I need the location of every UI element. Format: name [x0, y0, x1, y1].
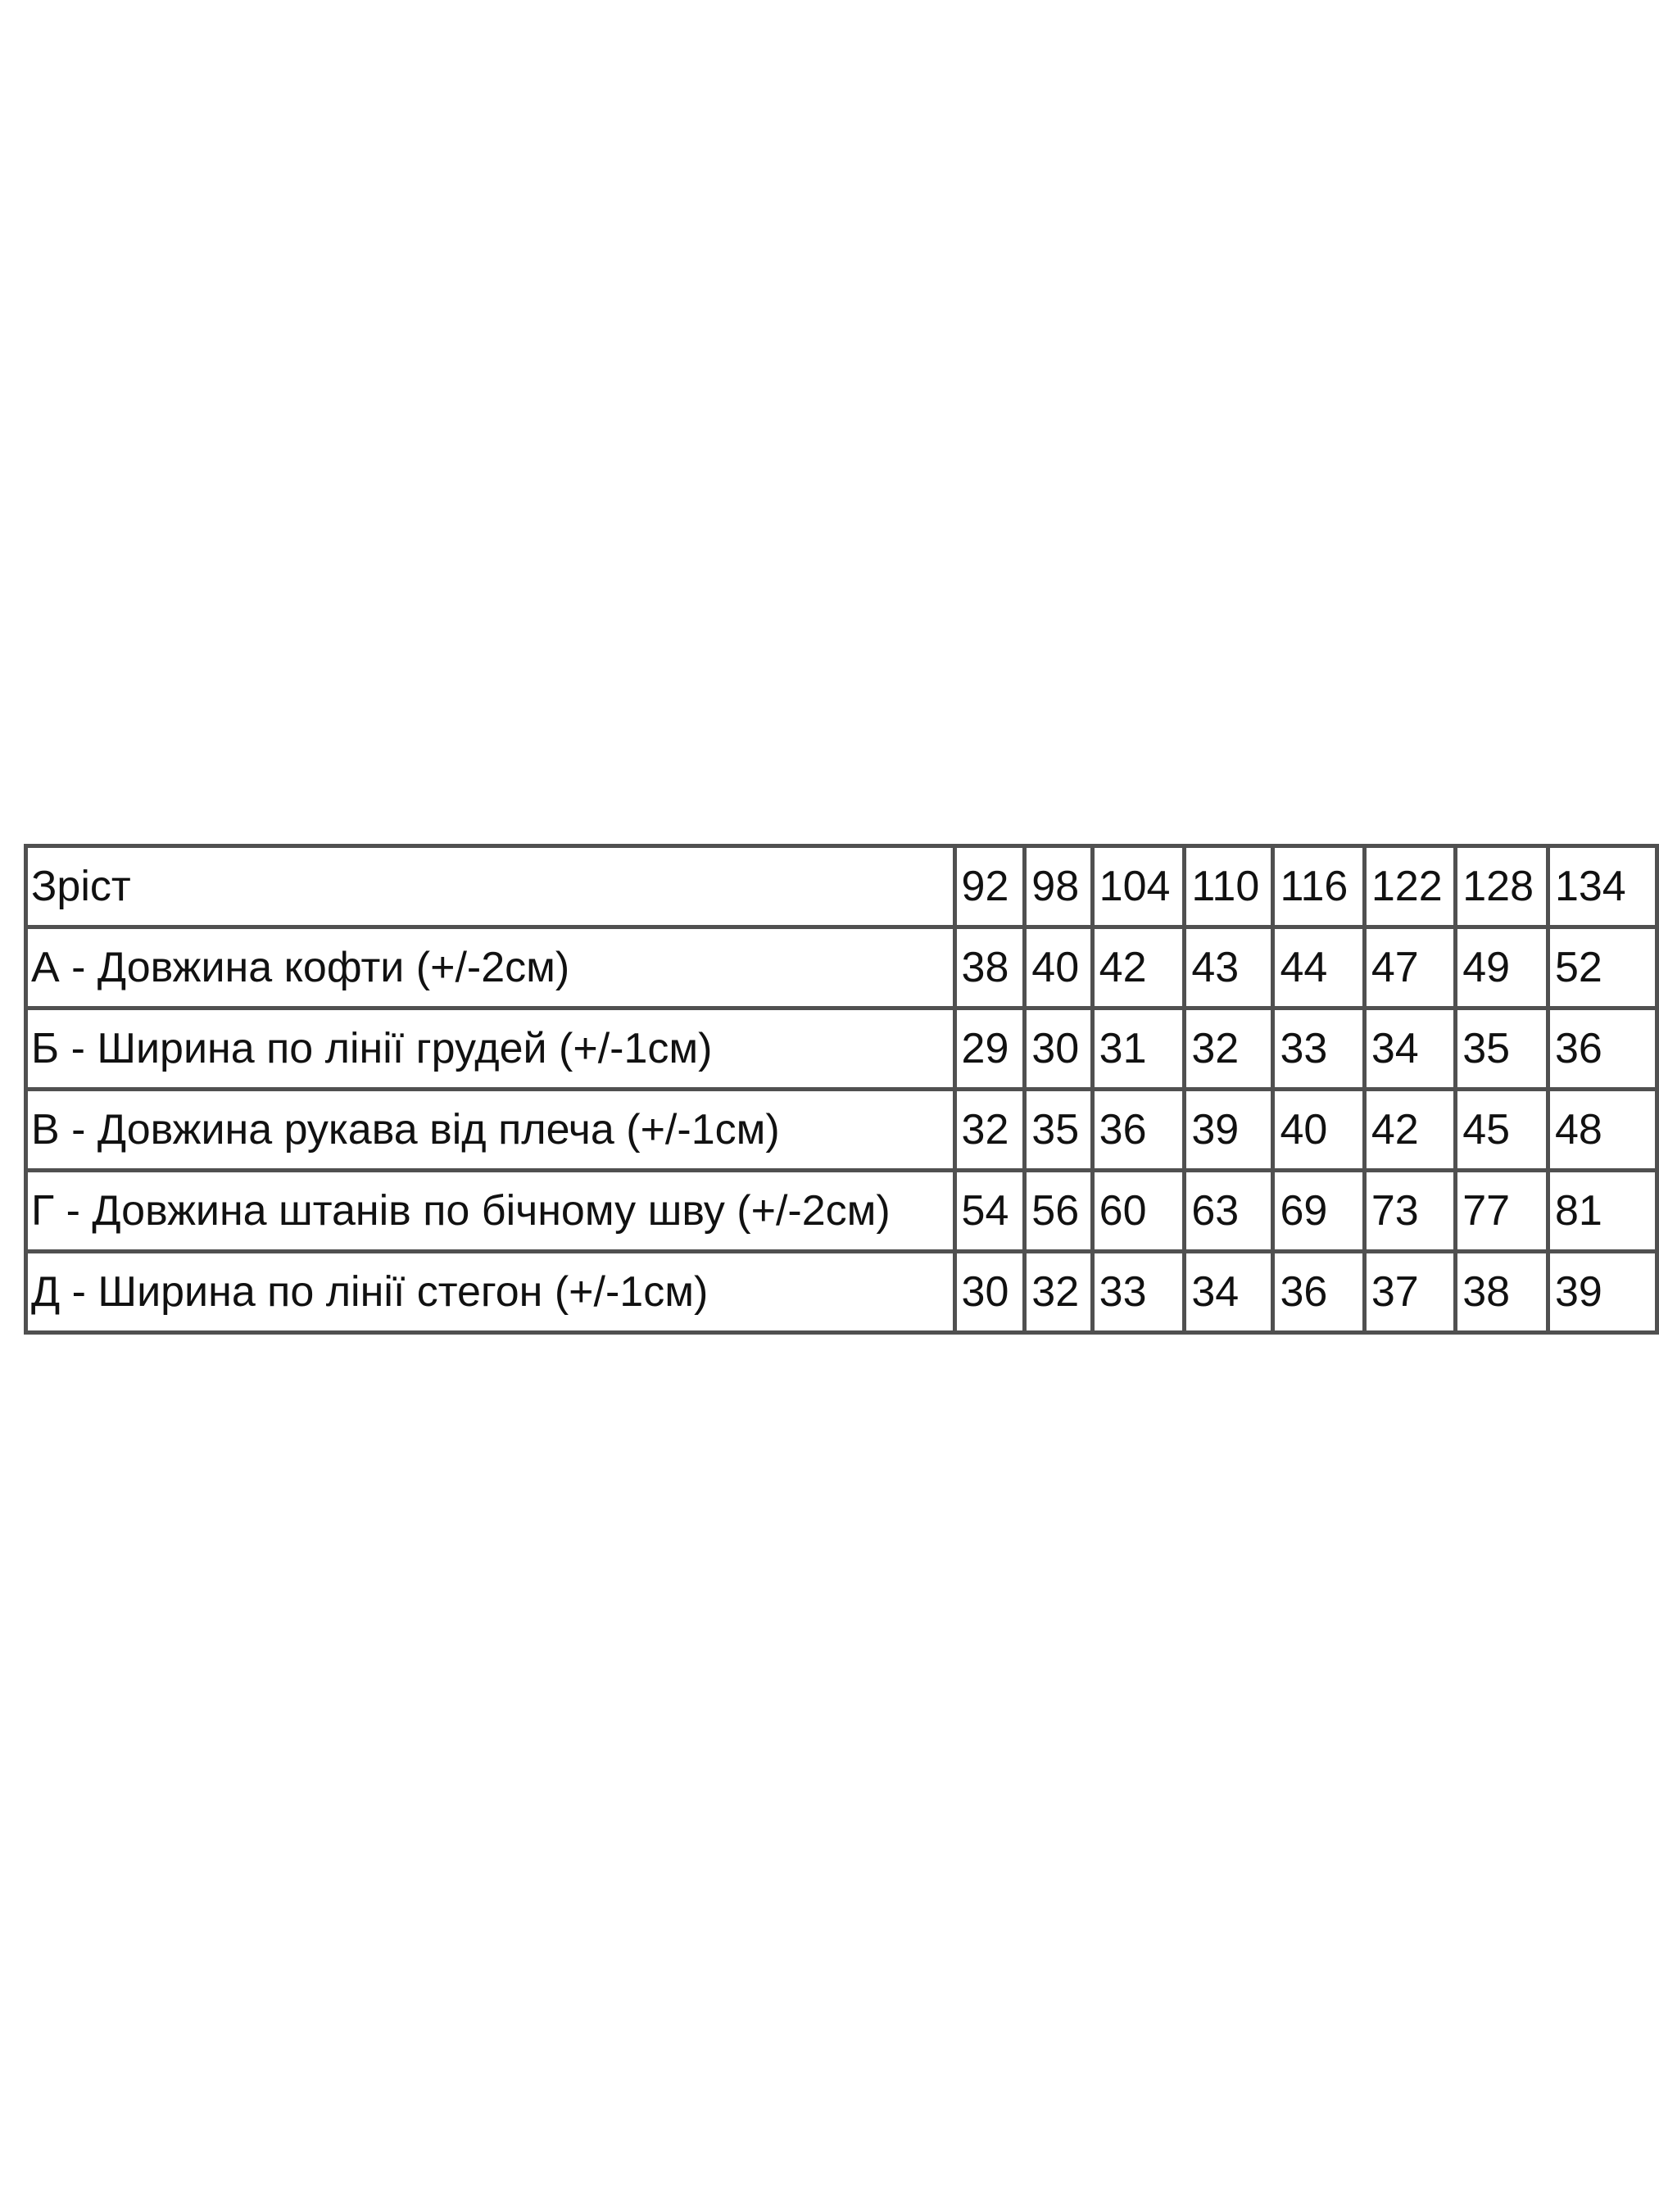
value-cell: 73	[1362, 1168, 1458, 1253]
row-label: В - Довжина рукава від плеча (+/-1см)	[24, 1087, 957, 1172]
value-cell: 37	[1362, 1249, 1458, 1335]
value-cell: 40	[1271, 1087, 1367, 1172]
table-row: Б - Ширина по лінії грудей (+/-1см) 29 30 3…	[24, 1006, 1659, 1091]
value-cell: 81	[1545, 1168, 1659, 1253]
size-header-cell: 122	[1362, 844, 1458, 929]
value-cell: 48	[1545, 1087, 1659, 1172]
value-cell: 34	[1182, 1249, 1276, 1335]
value-cell: 32	[1022, 1249, 1095, 1335]
table-row: А - Довжина кофти (+/-2см) 38 40 42 43 44 47 49…	[24, 925, 1659, 1010]
table-row: Д - Ширина по лінії стегон (+/-1см) 30 32 3…	[24, 1249, 1659, 1335]
value-cell: 54	[952, 1168, 1027, 1253]
value-cell: 42	[1090, 925, 1187, 1010]
row-label: Б - Ширина по лінії грудей (+/-1см)	[24, 1006, 957, 1091]
size-header-cell: 92	[952, 844, 1027, 929]
value-cell: 52	[1545, 925, 1659, 1010]
row-label: Г - Довжина штанів по бічному шву (+/-2с…	[24, 1168, 957, 1253]
value-cell: 43	[1182, 925, 1276, 1010]
row-label: А - Довжина кофти (+/-2см)	[24, 925, 957, 1010]
value-cell: 77	[1453, 1168, 1550, 1253]
table-row: В - Довжина рукава від плеча (+/-1см) 32 3…	[24, 1087, 1659, 1172]
size-header-cell: 110	[1182, 844, 1276, 929]
value-cell: 47	[1362, 925, 1458, 1010]
value-cell: 38	[1453, 1249, 1550, 1335]
row-label: Зріст	[24, 844, 957, 929]
value-cell: 39	[1182, 1087, 1276, 1172]
value-cell: 40	[1022, 925, 1095, 1010]
size-header-cell: 98	[1022, 844, 1095, 929]
row-label: Д - Ширина по лінії стегон (+/-1см)	[24, 1249, 957, 1335]
value-cell: 33	[1271, 1006, 1367, 1091]
value-cell: 56	[1022, 1168, 1095, 1253]
value-cell: 34	[1362, 1006, 1458, 1091]
value-cell: 35	[1453, 1006, 1550, 1091]
value-cell: 33	[1090, 1249, 1187, 1335]
value-cell: 42	[1362, 1087, 1458, 1172]
size-header-cell: 116	[1271, 844, 1367, 929]
value-cell: 49	[1453, 925, 1550, 1010]
header-row: Зріст 92 98 104 110 116 122 128 134	[24, 844, 1659, 929]
size-chart-table: Зріст 92 98 104 110 116 122 128 134 А - Довжина к…	[24, 844, 1659, 1335]
table-row: Г - Довжина штанів по бічному шву (+/-2с…	[24, 1168, 1659, 1253]
value-cell: 36	[1545, 1006, 1659, 1091]
value-cell: 36	[1271, 1249, 1367, 1335]
value-cell: 39	[1545, 1249, 1659, 1335]
value-cell: 44	[1271, 925, 1367, 1010]
value-cell: 38	[952, 925, 1027, 1010]
value-cell: 30	[952, 1249, 1027, 1335]
value-cell: 60	[1090, 1168, 1187, 1253]
value-cell: 36	[1090, 1087, 1187, 1172]
value-cell: 69	[1271, 1168, 1367, 1253]
value-cell: 45	[1453, 1087, 1550, 1172]
value-cell: 63	[1182, 1168, 1276, 1253]
value-cell: 29	[952, 1006, 1027, 1091]
value-cell: 31	[1090, 1006, 1187, 1091]
value-cell: 35	[1022, 1087, 1095, 1172]
value-cell: 32	[1182, 1006, 1276, 1091]
size-header-cell: 134	[1545, 844, 1659, 929]
size-header-cell: 128	[1453, 844, 1550, 929]
size-header-cell: 104	[1090, 844, 1187, 929]
value-cell: 30	[1022, 1006, 1095, 1091]
value-cell: 32	[952, 1087, 1027, 1172]
